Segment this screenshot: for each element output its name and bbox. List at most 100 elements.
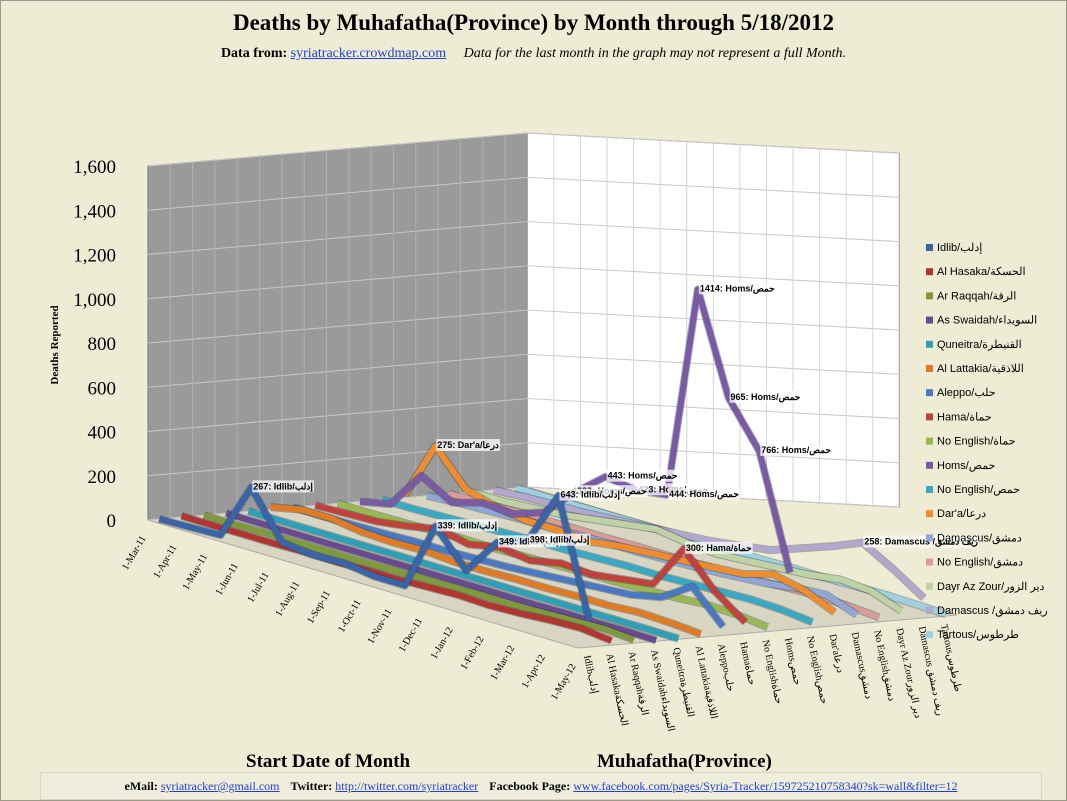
y-tick-label: 200 bbox=[88, 467, 117, 488]
data-label-bg bbox=[668, 487, 740, 500]
legend-swatch bbox=[926, 316, 933, 324]
x-tick-label: 1-Sep-11 bbox=[305, 589, 333, 626]
data-label: 965: Homs/حمص bbox=[731, 392, 801, 403]
x-tick-label: 1-Mar-12 bbox=[489, 644, 518, 683]
data-label: 443: Homs/حمص bbox=[608, 471, 678, 482]
y-tick-label: 1,200 bbox=[73, 246, 116, 267]
legend-entry: Ar Raqqah/الرقة bbox=[937, 290, 1016, 302]
data-label: 275: Dar'a/درعا bbox=[437, 440, 499, 451]
legend-swatch bbox=[926, 389, 933, 397]
data-label: 267: Idlib/إدلب bbox=[253, 481, 313, 492]
x-tick-label: 1-Apr-11 bbox=[151, 543, 179, 580]
source-link[interactable]: syriatracker.crowdmap.com bbox=[290, 46, 447, 61]
facebook-label: Facebook Page: bbox=[489, 779, 571, 793]
data-label-bg bbox=[863, 535, 979, 548]
depth-tick-label: Aleppoحلب bbox=[715, 643, 736, 693]
data-label: 300: Hama/حماة bbox=[686, 543, 752, 553]
series-line-5 bbox=[247, 508, 680, 642]
legend-entry: Quneitra/القنيطرة bbox=[937, 339, 1022, 351]
legend-entry: Homs/حمص bbox=[937, 460, 995, 472]
legend-entry: Al Lattakia/اللاذقية bbox=[937, 363, 1024, 375]
email-link[interactable]: syriatracker@gmail.com bbox=[160, 779, 280, 793]
gridlines bbox=[147, 132, 900, 521]
depth-tick-label: Quneitraالقنيطرة bbox=[670, 647, 695, 719]
series-line-7 bbox=[292, 504, 726, 629]
data-label-bg bbox=[528, 533, 591, 546]
legend-swatch bbox=[926, 607, 933, 614]
legend-entry: Idlib/إدلب bbox=[937, 242, 982, 254]
data-label-bg bbox=[729, 390, 802, 403]
data-from-label: Data from: bbox=[220, 46, 288, 61]
twitter-label: Twitter: bbox=[290, 779, 333, 793]
y-tick-label: 0 bbox=[107, 511, 117, 532]
legend-swatch bbox=[926, 365, 933, 372]
legend-swatch bbox=[926, 244, 933, 251]
footer-bar: eMail: syriatracker@gmail.com Twitter: h… bbox=[40, 772, 1042, 800]
legend-entry: Tartous/طرطوس bbox=[937, 629, 1019, 641]
legend-swatch bbox=[926, 631, 933, 639]
legend-entry: Damascus/دمشق bbox=[937, 532, 1022, 544]
depth-tick-label: Al Lattakiaاللاذقية bbox=[693, 645, 719, 720]
depth-tick-label: Al Hasakaالحسكة bbox=[603, 652, 629, 727]
x-tick-label: 1-Mar-11 bbox=[120, 534, 148, 572]
depth-tick-label: No Englishحمص bbox=[804, 635, 829, 705]
gridline-left bbox=[147, 309, 528, 344]
gridline-left bbox=[147, 353, 528, 388]
data-label: 643: Idlib/إدلب bbox=[560, 490, 620, 501]
twitter-link[interactable]: http://twitter.com/syriatracker bbox=[335, 779, 479, 793]
x-tick-label: 1-Jan-12 bbox=[429, 625, 456, 661]
gridline-left bbox=[147, 176, 528, 211]
depth-tick-label: No Englishدمشق bbox=[871, 629, 897, 702]
series-line-16 bbox=[493, 487, 926, 601]
legend-entry: Dayr Az Zour/دير الزور bbox=[937, 581, 1045, 593]
x-tick-label: 1-Jun-11 bbox=[214, 561, 241, 597]
series-line-6 bbox=[270, 504, 702, 637]
data-label: 1414: Homs/حمص bbox=[700, 283, 775, 294]
legend-swatch bbox=[926, 582, 933, 590]
legend-entry: As Swaidah/السويداء bbox=[937, 315, 1037, 327]
x-tick-label: 1-Oct-11 bbox=[336, 598, 363, 634]
depth-tick-label: As Swaidahالسويداء bbox=[648, 649, 676, 733]
data-label: 444: Homs/حمص bbox=[669, 489, 739, 500]
y-tick-label: 1,000 bbox=[73, 290, 116, 311]
x-axis-title-date: Start Date of Month bbox=[246, 751, 411, 772]
series-line-12 bbox=[402, 443, 837, 615]
y-tick-label: 600 bbox=[88, 378, 117, 399]
x-tick-label: 1-May-11 bbox=[181, 552, 210, 592]
legend-entry: Aleppo/حلب bbox=[937, 387, 996, 399]
legend-swatch bbox=[926, 510, 933, 518]
data-label: 766: Homs/حمص bbox=[761, 445, 831, 456]
legend-swatch bbox=[926, 413, 933, 421]
legend-swatch bbox=[926, 534, 933, 542]
data-note: Data for the last month in the graph may… bbox=[463, 46, 847, 61]
legend-swatch bbox=[926, 268, 933, 276]
legend-entry: Al Hasaka/الحسكة bbox=[937, 266, 1026, 278]
legend-swatch bbox=[926, 292, 933, 300]
x-tick-label: 1-Dec-11 bbox=[397, 616, 425, 654]
depth-tick-label: Hamaحماة bbox=[737, 641, 757, 686]
y-axis-title: Deaths Reported bbox=[49, 305, 61, 384]
data-labels: 1414: Homs/حمص 965: Homs/حمص 766: Homs/حمص… bbox=[252, 282, 979, 554]
data-label-bg bbox=[684, 541, 753, 554]
data-label-bg bbox=[760, 443, 833, 456]
y-tick-label: 800 bbox=[88, 334, 117, 355]
depth-tick-label: Dar'aدرعا bbox=[827, 633, 846, 674]
legend-swatch bbox=[926, 558, 933, 566]
depth-tick-label: Idlibإدلب bbox=[581, 654, 600, 695]
depth-tick-label: Homsحمص bbox=[782, 637, 803, 686]
data-label-bg bbox=[252, 480, 314, 493]
x-tick-label: 1-Nov-11 bbox=[366, 607, 395, 646]
facebook-link[interactable]: www.facebook.com/pages/Syria-Tracker/159… bbox=[573, 779, 958, 793]
gridline-left bbox=[147, 398, 528, 432]
x-axis-title-province: Muhafatha(Province) bbox=[597, 751, 772, 772]
legend-entry: No English/حماة bbox=[937, 436, 1016, 448]
data-label: 258: Damascus /ريف دمشق bbox=[864, 537, 978, 548]
series-line-8 bbox=[314, 502, 748, 625]
x-tick-label: 1-Apr-12 bbox=[520, 653, 548, 691]
y-tick-label: 400 bbox=[88, 423, 117, 444]
y-tick-label: 1,400 bbox=[73, 201, 116, 222]
data-label-bg bbox=[436, 439, 500, 452]
legend-entry: No English/حمص bbox=[937, 484, 1020, 496]
legend-entry: Dar'a/درعا bbox=[937, 508, 986, 520]
data-label-bg bbox=[436, 519, 499, 532]
